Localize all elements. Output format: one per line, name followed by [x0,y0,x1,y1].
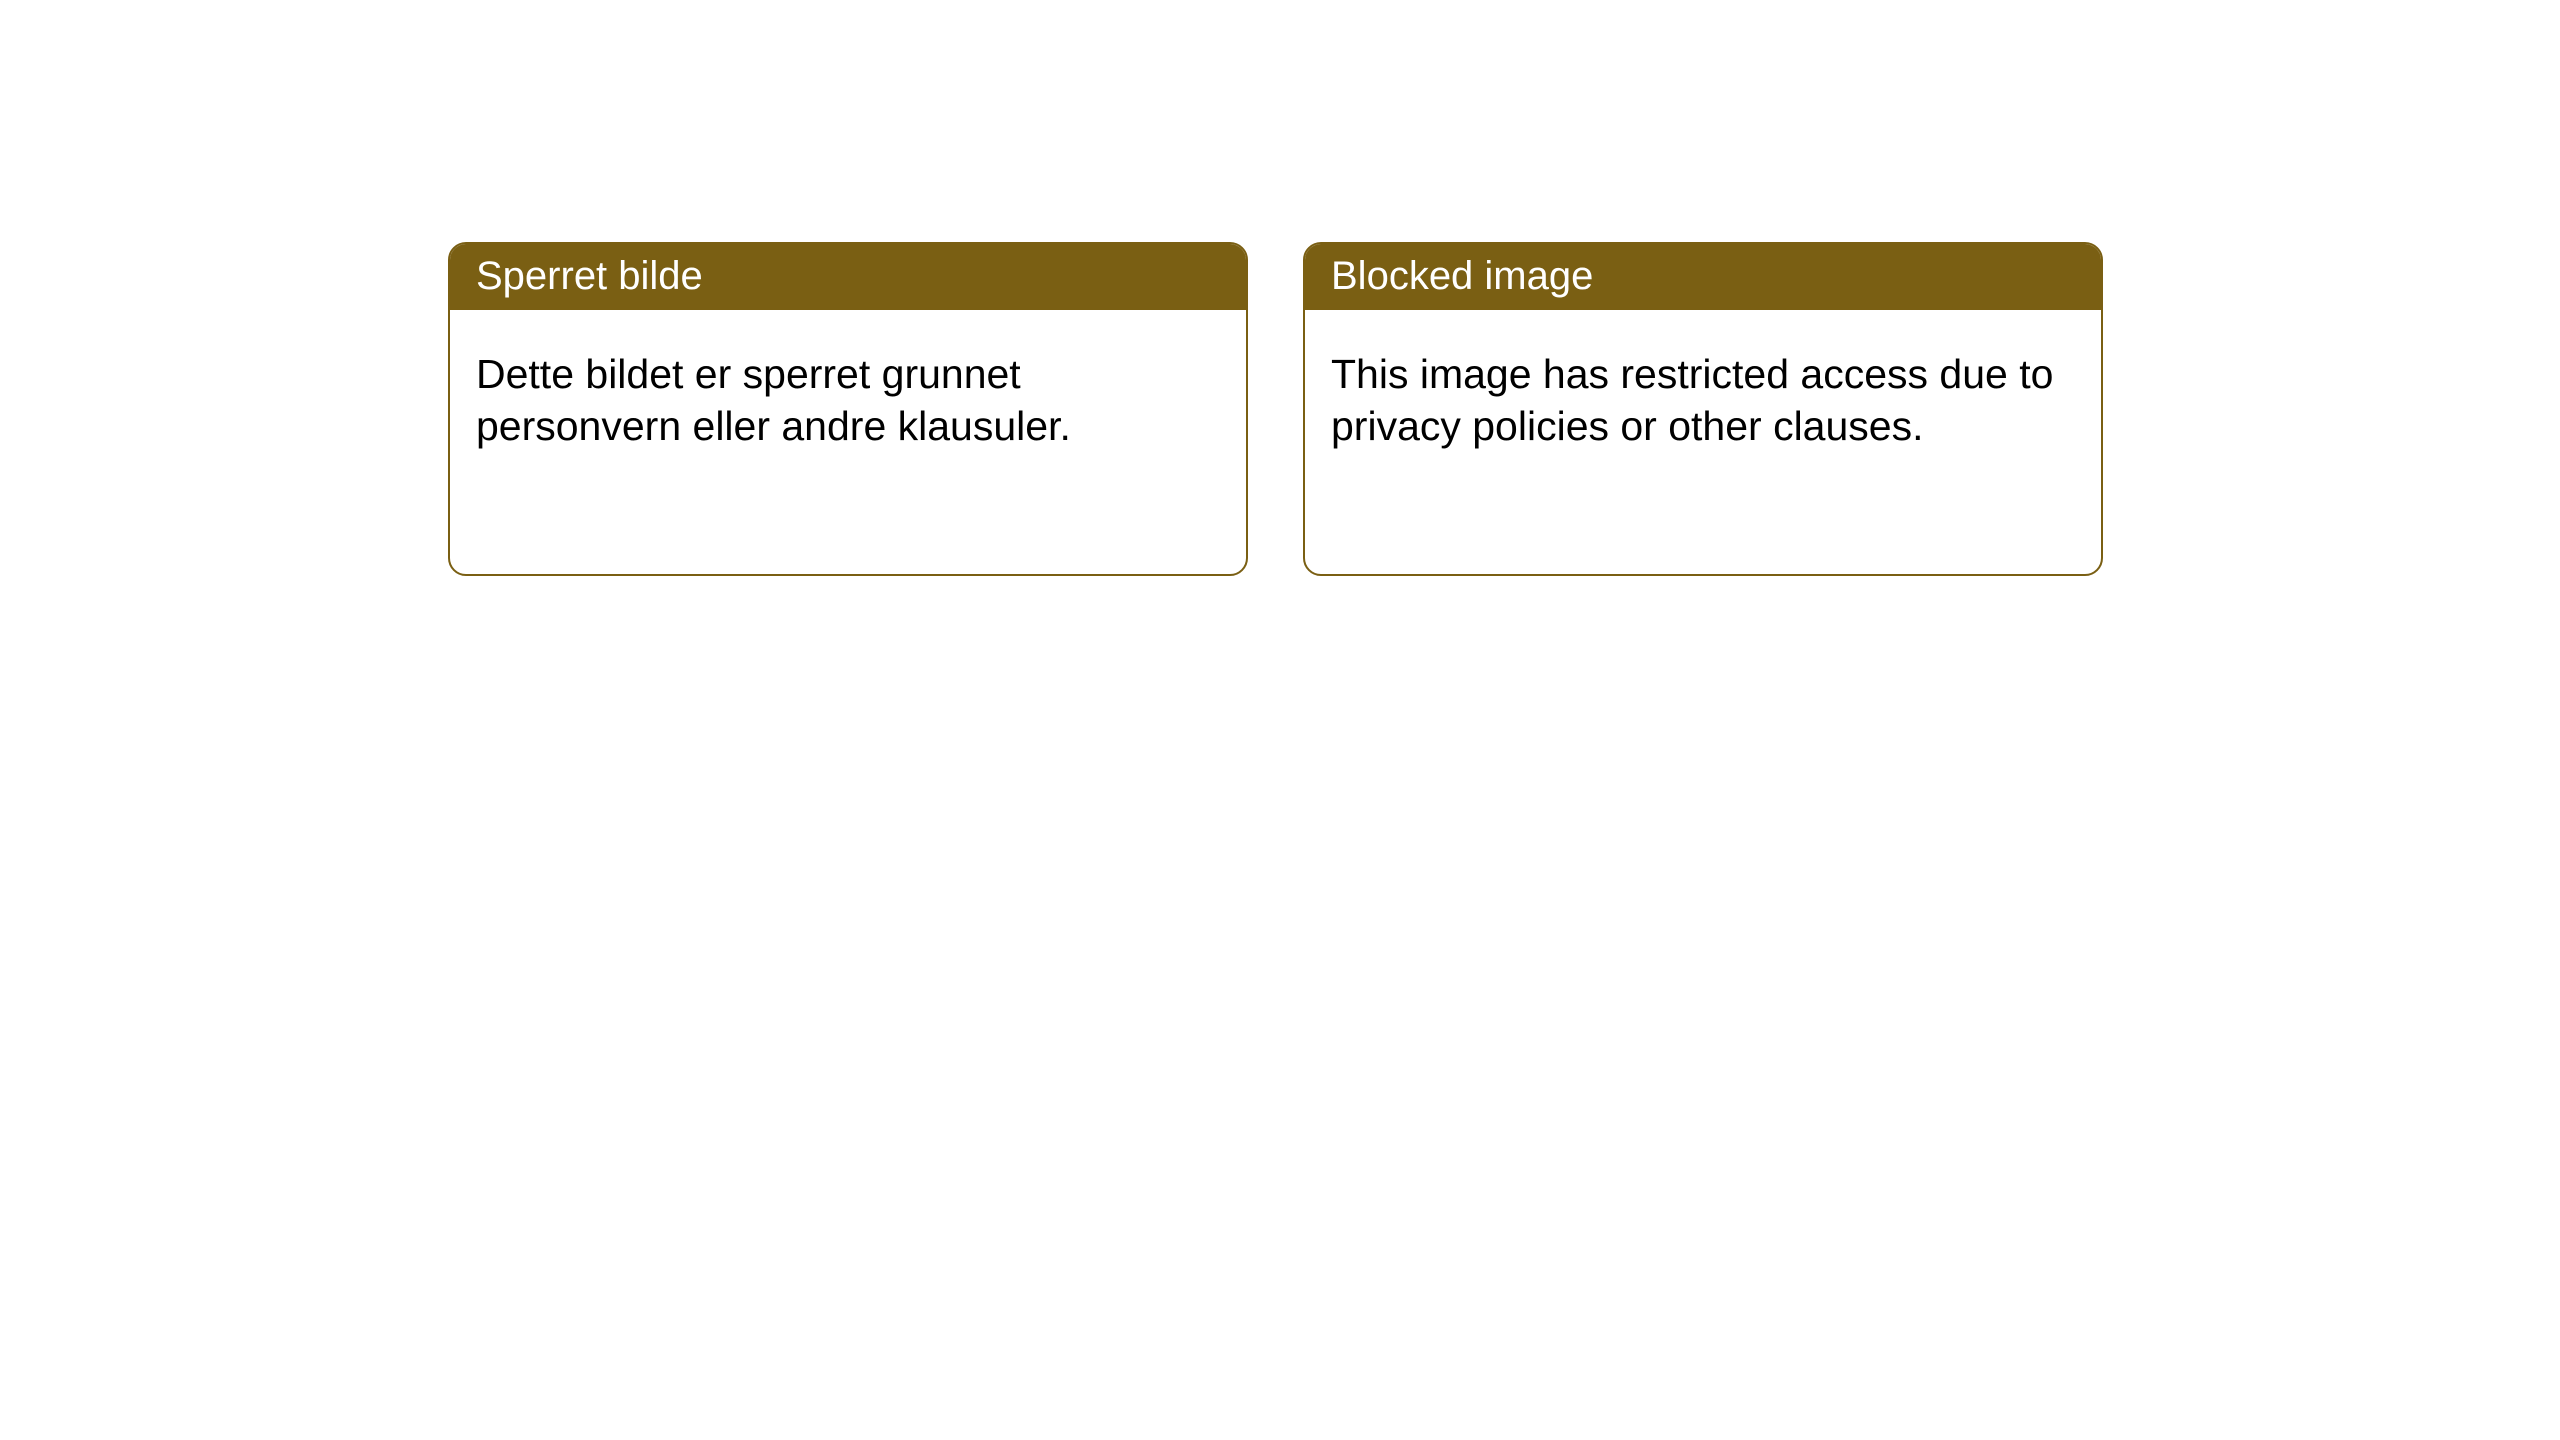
notice-header: Blocked image [1305,244,2101,310]
notice-cards-container: Sperret bilde Dette bildet er sperret gr… [448,242,2560,576]
notice-card-english: Blocked image This image has restricted … [1303,242,2103,576]
notice-header: Sperret bilde [450,244,1246,310]
notice-body: This image has restricted access due to … [1305,310,2101,479]
notice-body: Dette bildet er sperret grunnet personve… [450,310,1246,479]
notice-card-norwegian: Sperret bilde Dette bildet er sperret gr… [448,242,1248,576]
